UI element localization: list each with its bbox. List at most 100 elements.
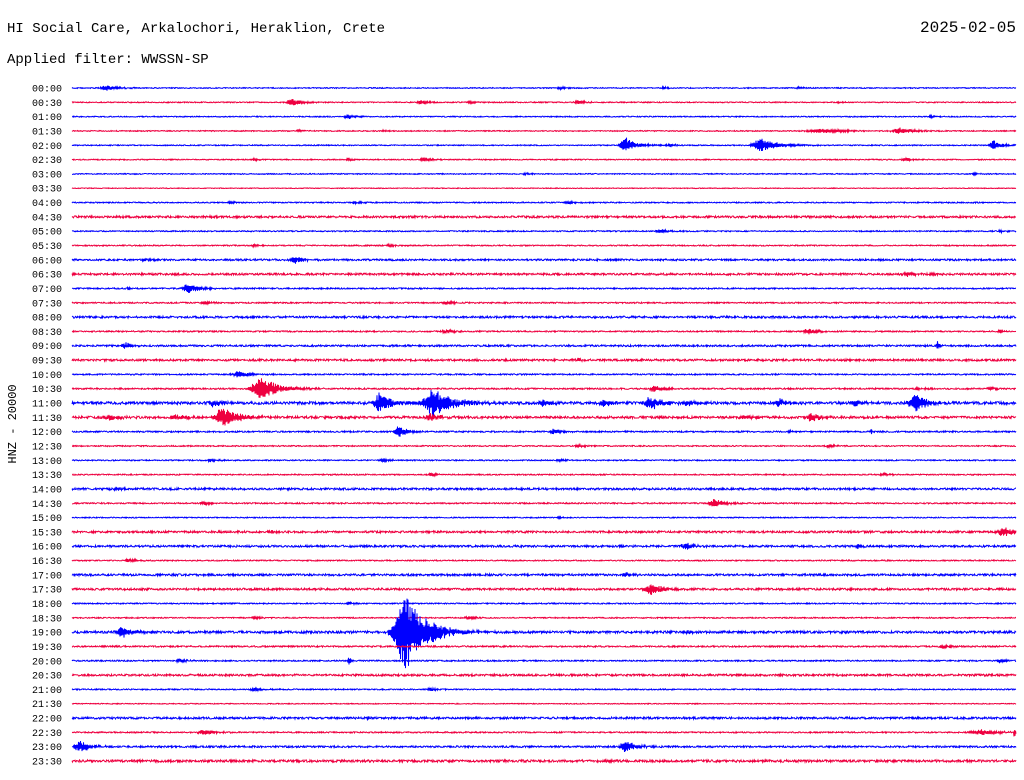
row-time-label: 07:30 [32,299,62,310]
row-time-label: 02:30 [32,156,62,167]
seismic-trace [71,156,1017,163]
seismic-trace [71,571,1017,578]
seismic-trace [71,171,1017,177]
seismic-trace [71,242,1017,249]
seismic-trace [71,408,1017,426]
row-time-label: 10:30 [32,385,62,396]
y-axis-label: HNZ - 20000 [6,384,20,463]
trace-row-18-00: 18:00 [32,600,1017,611]
seismic-trace [71,390,1017,417]
seismic-trace [71,213,1017,220]
row-time-label: 00:00 [32,85,62,96]
trace-row-23-30: 23:30 [32,758,1017,769]
trace-row-06-30: 06:30 [32,270,1017,282]
seismic-trace [71,615,1017,621]
row-time-label: 09:00 [32,342,62,353]
trace-row-20-30: 20:30 [32,672,1017,683]
trace-row-07-30: 07:30 [32,299,1017,310]
seismic-trace [71,127,1017,135]
trace-row-14-00: 14:00 [32,485,1017,496]
trace-row-18-30: 18:30 [32,614,1017,625]
trace-row-22-30: 22:30 [32,729,1017,740]
row-time-label: 10:00 [32,371,62,382]
row-time-label: 14:00 [32,485,62,496]
seismic-trace [71,270,1017,278]
row-time-label: 15:00 [32,514,62,525]
trace-row-02-00: 02:00 [32,137,1017,153]
row-time-label: 21:30 [32,700,62,711]
trace-row-21-00: 21:00 [32,686,1017,697]
seismic-trace [71,715,1017,721]
trace-row-05-00: 05:00 [32,228,1017,239]
row-time-label: 22:00 [32,715,62,726]
seismic-trace [71,328,1017,335]
trace-row-09-00: 09:00 [32,341,1017,353]
row-time-label: 19:30 [32,643,62,654]
row-time-label: 23:30 [32,758,62,769]
row-time-label: 09:30 [32,357,62,368]
seismic-trace [71,542,1017,550]
trace-row-04-00: 04:00 [32,199,1017,210]
seismic-trace [71,357,1017,363]
row-time-label: 05:30 [32,242,62,253]
trace-row-03-30: 03:30 [32,185,1017,196]
trace-row-04-30: 04:30 [32,213,1017,224]
row-time-label: 03:30 [32,185,62,196]
trace-row-17-30: 17:30 [32,584,1017,597]
seismic-trace [71,187,1017,190]
trace-rows: 00:00 00:30 01:00 01:30 02:00 02:30 03:00 03:30… [32,85,1017,769]
seismic-trace [71,98,1017,106]
station-title: HI Social Care, Arkalochori, Heraklion, … [7,21,386,37]
seismic-trace [71,741,1017,753]
row-time-label: 20:30 [32,672,62,683]
trace-row-03-00: 03:00 [32,170,1017,181]
seismic-trace [71,471,1017,478]
record-date: 2025-02-05 [919,19,1016,37]
seismic-trace [71,729,1017,737]
trace-row-22-00: 22:00 [32,715,1017,726]
seismic-trace [71,600,1017,607]
trace-row-00-30: 00:30 [32,98,1017,110]
seismic-trace [71,256,1017,264]
seismic-trace [71,499,1017,507]
row-time-label: 06:00 [32,256,62,267]
trace-row-07-00: 07:00 [32,284,1017,296]
trace-row-06-00: 06:00 [32,256,1017,267]
seismic-trace [71,299,1017,306]
trace-row-05-30: 05:30 [32,242,1017,253]
trace-row-00-00: 00:00 [32,85,1017,96]
row-time-label: 03:00 [32,170,62,181]
seismic-trace [71,515,1017,521]
seismic-trace [71,284,1017,293]
trace-row-17-00: 17:00 [32,571,1017,582]
trace-row-08-00: 08:00 [32,314,1017,325]
trace-row-19-00: 19:00 [32,598,1017,669]
trace-row-13-30: 13:30 [32,471,1017,482]
seismic-trace [71,371,1017,378]
row-time-label: 04:30 [32,213,62,224]
row-time-label: 12:00 [32,428,62,439]
trace-row-13-00: 13:00 [32,457,1017,468]
seismic-trace [71,557,1017,564]
row-time-label: 15:30 [32,528,62,539]
seismic-trace [71,378,1017,398]
seismic-trace [71,702,1017,706]
trace-row-01-30: 01:30 [32,127,1017,138]
row-time-label: 04:00 [32,199,62,210]
seismic-trace [71,426,1017,437]
trace-row-10-00: 10:00 [32,371,1017,382]
seismic-trace [71,457,1017,464]
trace-row-11-30: 11:30 [32,408,1017,426]
row-time-label: 19:00 [32,629,62,640]
trace-row-23-00: 23:00 [32,741,1017,754]
row-time-label: 13:00 [32,457,62,468]
row-time-label: 06:30 [32,271,62,282]
seismic-trace [71,758,1017,765]
seismic-trace [71,527,1017,536]
seismic-trace [71,686,1017,693]
trace-row-15-00: 15:00 [32,514,1017,525]
row-time-label: 07:00 [32,285,62,296]
seismic-trace [71,643,1017,650]
row-time-label: 00:30 [32,99,62,110]
trace-row-01-00: 01:00 [32,113,1017,124]
